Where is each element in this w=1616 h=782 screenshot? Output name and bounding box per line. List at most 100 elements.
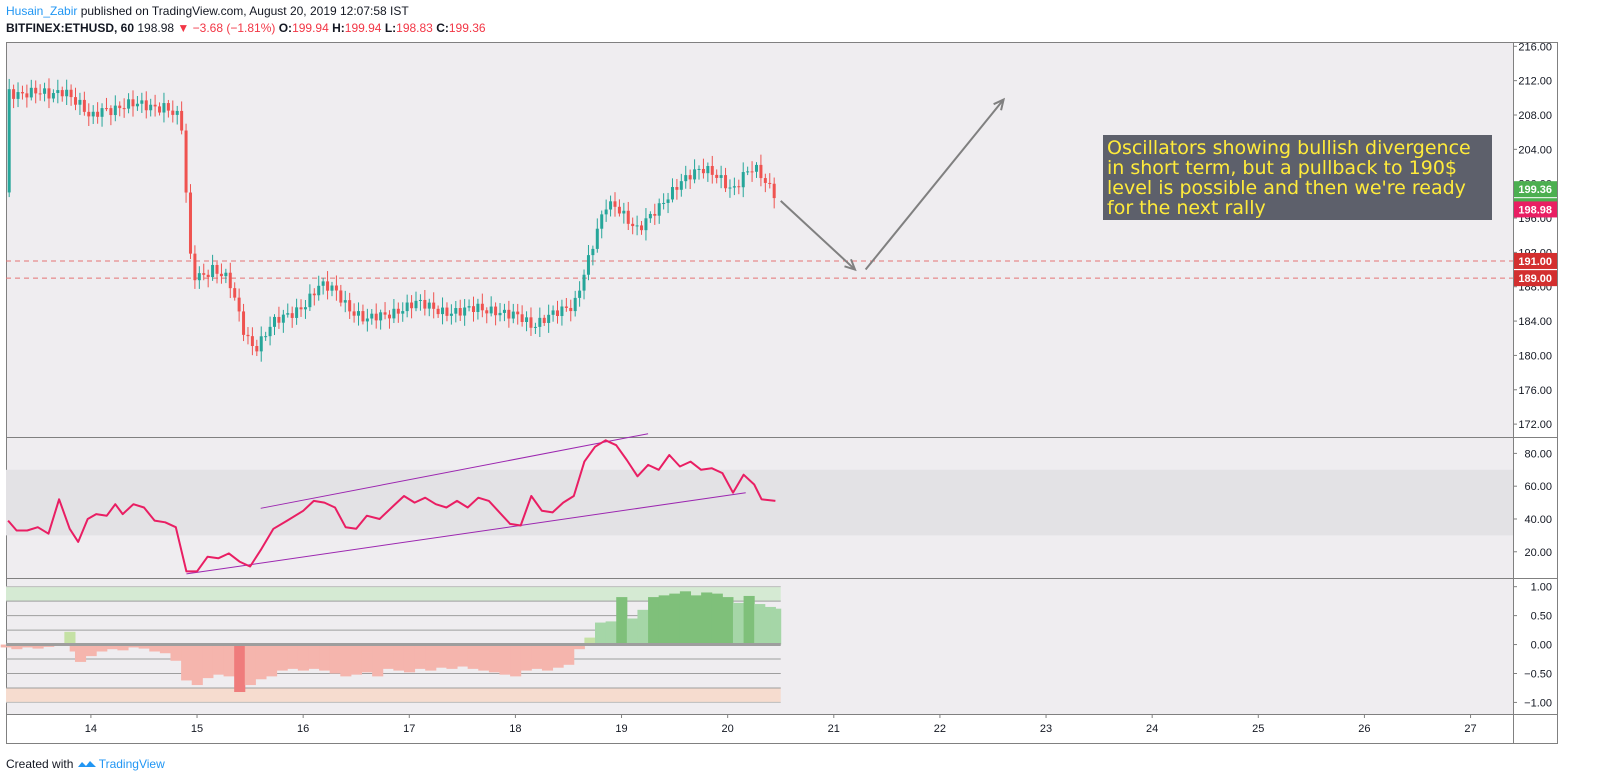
candle-body bbox=[564, 306, 568, 308]
candle-body bbox=[533, 326, 537, 328]
symbol-legend: BITFINEX:ETHUSD, 60 198.98 ▼ −3.68 (−1.8… bbox=[6, 21, 486, 36]
bid-price-label-bg bbox=[1514, 201, 1557, 218]
candle-body bbox=[427, 302, 431, 309]
author-link[interactable]: Husain_Zabir bbox=[6, 4, 78, 18]
close-label: C: bbox=[436, 21, 449, 35]
osc-bar bbox=[520, 644, 532, 671]
osc-bar bbox=[159, 644, 171, 654]
candle-body bbox=[569, 307, 573, 312]
candle-body bbox=[12, 89, 16, 99]
candle-body bbox=[295, 307, 299, 318]
candle-body bbox=[662, 202, 666, 204]
candle-body bbox=[255, 346, 259, 352]
osc-tick-label: −0.50 bbox=[1524, 668, 1552, 680]
candle-body bbox=[206, 274, 210, 278]
candle-body bbox=[644, 218, 648, 231]
overbought-zone bbox=[6, 586, 781, 602]
candle-body bbox=[538, 317, 542, 327]
candle-body bbox=[591, 248, 595, 256]
oversold-zone bbox=[6, 687, 781, 703]
candle-body bbox=[551, 310, 555, 315]
candle-body bbox=[352, 311, 356, 316]
y-tick-label: 176.00 bbox=[1518, 385, 1552, 397]
candle-body bbox=[60, 90, 64, 97]
y-tick-label: 216.00 bbox=[1518, 41, 1552, 53]
candle-body bbox=[361, 311, 365, 322]
candle-body bbox=[339, 290, 343, 303]
osc-bar bbox=[722, 597, 734, 645]
level-label-bg bbox=[1514, 270, 1557, 287]
x-tick-label: 26 bbox=[1358, 723, 1370, 735]
candle-body bbox=[410, 302, 414, 309]
candle-body bbox=[688, 175, 692, 180]
osc-tick-label: 0.50 bbox=[1531, 611, 1552, 623]
candle-body bbox=[706, 166, 710, 174]
osc-bar bbox=[467, 644, 479, 669]
candle-body bbox=[268, 326, 272, 337]
candle-body bbox=[127, 99, 131, 109]
candle-body bbox=[423, 299, 427, 309]
candle-body bbox=[348, 300, 352, 312]
candle-body bbox=[56, 90, 60, 94]
arrow-head-icon bbox=[844, 258, 857, 272]
candle-body bbox=[573, 297, 577, 312]
candle-body bbox=[710, 166, 714, 175]
candle-body bbox=[759, 164, 763, 179]
candle-body bbox=[768, 182, 772, 184]
osc-bar bbox=[244, 644, 256, 686]
candle-body bbox=[20, 92, 24, 94]
candle-body bbox=[436, 308, 440, 315]
candle-body bbox=[286, 313, 290, 315]
rsi-band bbox=[6, 469, 1513, 536]
osc-bar bbox=[637, 609, 649, 645]
candle-body bbox=[370, 313, 374, 319]
candle-body bbox=[701, 168, 705, 174]
candle-body bbox=[507, 309, 511, 319]
y-tick-label: 180.00 bbox=[1518, 350, 1552, 362]
y-tick-label: 172.00 bbox=[1518, 419, 1552, 431]
candle-body bbox=[47, 88, 51, 99]
osc-bar bbox=[552, 644, 564, 668]
candle-body bbox=[281, 314, 285, 323]
current-price-label: 199.36 bbox=[1518, 184, 1552, 196]
rsi-tick-label: 80.00 bbox=[1524, 448, 1552, 460]
osc-tick-label: 0.00 bbox=[1531, 640, 1552, 652]
osc-bar bbox=[64, 631, 76, 645]
candle-body bbox=[648, 213, 652, 219]
osc-bar bbox=[329, 644, 341, 674]
osc-bar bbox=[106, 644, 118, 650]
candle-body bbox=[520, 314, 524, 322]
chart-frame bbox=[6, 42, 1558, 744]
osc-bar bbox=[74, 644, 87, 662]
candle-body bbox=[343, 300, 347, 303]
candle-body bbox=[724, 175, 728, 189]
osc-bar bbox=[541, 644, 554, 671]
candle-body bbox=[82, 99, 86, 112]
candle-body bbox=[383, 312, 387, 315]
candle-body bbox=[87, 111, 91, 117]
tradingview-brand[interactable]: TradingView bbox=[98, 757, 165, 771]
bid-price-label: 198.98 bbox=[1518, 204, 1552, 216]
candle-body bbox=[476, 303, 480, 313]
candle-body bbox=[149, 104, 153, 111]
osc-bar bbox=[711, 593, 723, 645]
osc-bar bbox=[212, 644, 225, 675]
annotation-callout[interactable]: Oscillators showing bullish divergence i… bbox=[1103, 135, 1492, 220]
x-tick-label: 27 bbox=[1464, 723, 1476, 735]
osc-bar bbox=[382, 644, 394, 669]
candle-body bbox=[330, 285, 334, 291]
time-axis bbox=[6, 714, 1513, 744]
candle-body bbox=[43, 88, 47, 94]
osc-bar bbox=[563, 644, 575, 665]
candle-body bbox=[131, 99, 135, 107]
x-tick-label: 23 bbox=[1040, 723, 1052, 735]
candle-body bbox=[317, 285, 321, 296]
candle-body bbox=[308, 293, 312, 308]
candle-body bbox=[657, 203, 661, 216]
symbol-name[interactable]: BITFINEX:ETHUSD, 60 bbox=[6, 21, 135, 35]
candle-body bbox=[144, 100, 148, 111]
candle-body bbox=[326, 281, 330, 291]
candle-body bbox=[65, 89, 69, 97]
osc-bar bbox=[488, 644, 500, 673]
